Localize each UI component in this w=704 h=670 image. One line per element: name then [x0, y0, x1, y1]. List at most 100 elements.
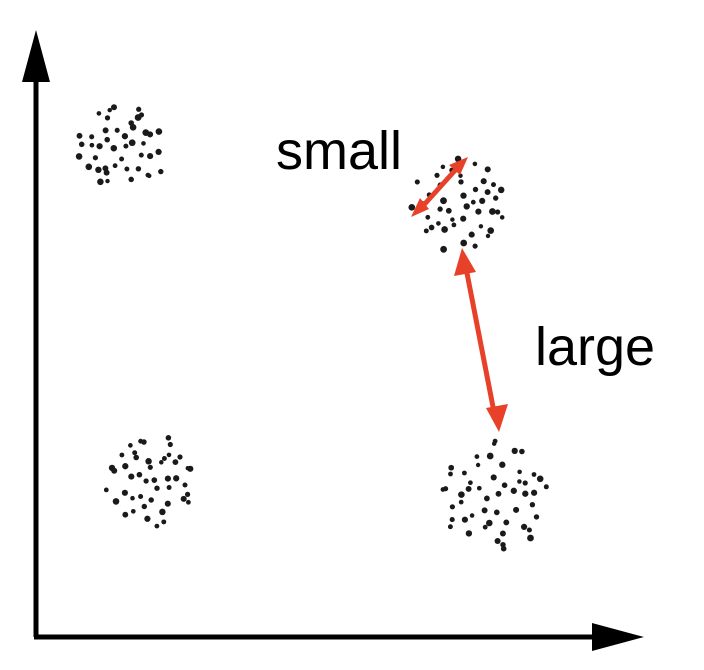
- cluster-point: [512, 448, 518, 454]
- cluster-point: [138, 494, 143, 499]
- cluster-point: [415, 179, 420, 184]
- cluster-point: [485, 189, 491, 195]
- cluster-point: [76, 153, 83, 160]
- cluster-point: [494, 510, 500, 516]
- cluster-point: [186, 500, 191, 505]
- cluster-point: [450, 217, 454, 221]
- cluster-point: [450, 504, 455, 509]
- cluster-point: [448, 524, 453, 529]
- cluster-point: [496, 491, 502, 497]
- cluster-point: [476, 463, 480, 467]
- cluster-point: [517, 479, 522, 484]
- cluster-point: [122, 490, 128, 496]
- y-axis-arrowhead: [22, 30, 50, 82]
- cluster-point: [477, 486, 482, 491]
- cluster-point: [436, 221, 441, 226]
- cluster-point: [173, 475, 179, 481]
- cluster-point: [129, 139, 136, 146]
- cluster-point: [128, 177, 134, 183]
- cluster-point: [469, 232, 475, 238]
- cluster-point: [151, 477, 157, 483]
- cluster-point: [468, 480, 473, 485]
- cluster-point: [185, 492, 190, 497]
- cluster-point: [133, 455, 139, 461]
- cluster-point: [462, 517, 468, 523]
- cluster-point: [139, 153, 144, 158]
- cluster-point: [154, 524, 159, 529]
- cluster-point: [517, 470, 522, 475]
- cluster-point: [148, 465, 153, 470]
- cluster-point: [77, 133, 83, 139]
- cluster-point: [128, 120, 134, 126]
- cluster-point: [136, 166, 141, 171]
- cluster-point: [527, 527, 532, 532]
- cluster-point: [165, 501, 171, 507]
- cluster-point: [450, 517, 455, 522]
- cluster-point: [147, 153, 153, 159]
- cluster-point: [544, 484, 549, 489]
- cluster-point: [487, 453, 494, 460]
- large-arrow-head-b: [486, 404, 508, 432]
- cluster-point: [448, 472, 453, 477]
- cluster-point: [187, 466, 193, 472]
- cluster-point: [475, 209, 481, 215]
- cluster-point: [138, 439, 143, 444]
- cluster-point: [111, 145, 118, 152]
- cluster-point: [142, 504, 147, 509]
- cluster-point: [530, 502, 535, 507]
- cluster-point: [521, 524, 527, 530]
- cluster-point: [519, 449, 525, 455]
- cluster-top-left: [76, 104, 164, 185]
- cluster-point: [96, 143, 102, 149]
- cluster-point: [122, 463, 128, 469]
- cluster-point: [441, 165, 446, 170]
- cluster-point: [523, 480, 528, 485]
- cluster-point: [95, 167, 101, 173]
- cluster-point: [493, 195, 498, 200]
- cluster-point: [167, 453, 172, 458]
- cluster-point: [128, 474, 134, 480]
- cluster-point: [104, 137, 110, 143]
- cluster-point: [93, 155, 98, 160]
- cluster-point: [105, 115, 110, 120]
- cluster-point: [532, 472, 537, 477]
- cluster-point: [491, 182, 496, 187]
- cluster-point: [136, 107, 141, 112]
- cluster-point: [498, 187, 505, 194]
- cluster-point: [161, 519, 166, 524]
- cluster-point: [141, 141, 146, 146]
- cluster-point: [462, 471, 467, 476]
- cluster-point: [503, 519, 509, 525]
- cluster-point: [460, 240, 467, 247]
- cluster-point: [156, 128, 163, 135]
- cluster-point: [531, 490, 537, 496]
- cluster-point: [501, 546, 507, 552]
- cluster-point: [487, 227, 494, 234]
- cluster-point: [159, 509, 165, 515]
- cluster-point: [499, 462, 505, 468]
- cluster-point: [458, 173, 462, 177]
- cluster-point: [183, 483, 188, 488]
- cluster-point: [137, 472, 143, 478]
- cluster-point: [489, 208, 496, 215]
- cluster-point: [154, 486, 159, 491]
- cluster-point: [502, 482, 508, 488]
- cluster-point: [181, 496, 187, 502]
- cluster-point: [464, 203, 470, 209]
- cluster-bottom-left: [104, 435, 193, 529]
- cluster-point: [475, 454, 480, 459]
- cluster-point: [148, 497, 153, 502]
- cluster-point: [79, 142, 85, 148]
- cluster-point: [466, 530, 472, 536]
- label-large: large: [535, 320, 655, 374]
- cluster-point: [500, 531, 506, 537]
- cluster-point: [147, 174, 152, 179]
- cluster-point: [466, 486, 472, 492]
- cluster-bottom-right: [441, 439, 549, 552]
- cluster-point: [440, 246, 447, 253]
- cluster-point: [481, 178, 487, 184]
- cluster-point: [408, 204, 415, 211]
- cluster-point: [479, 198, 485, 204]
- cluster-point: [122, 133, 128, 139]
- cluster-point: [167, 485, 172, 490]
